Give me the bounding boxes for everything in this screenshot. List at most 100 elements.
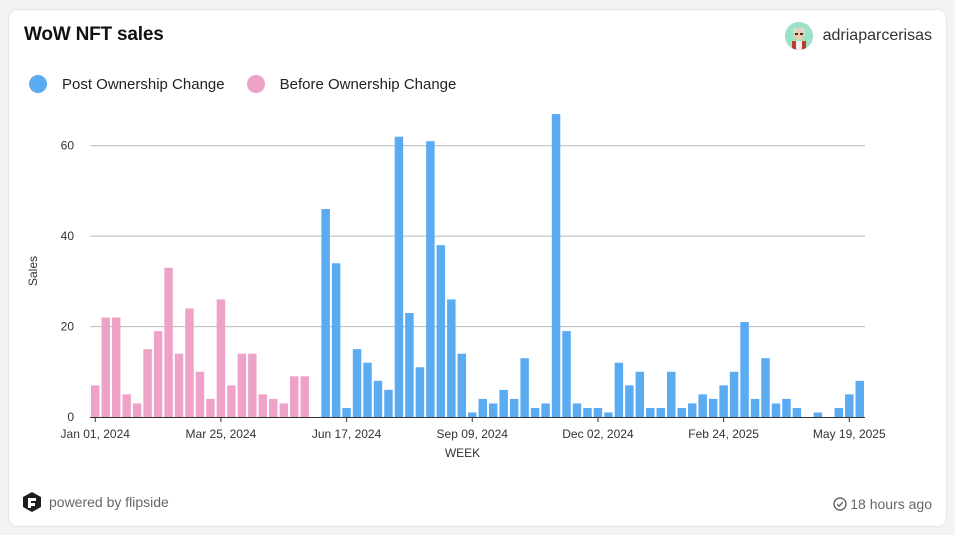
bar-post-2024-09-09[interactable] [468, 412, 477, 417]
bar-before-2024-05-20[interactable] [300, 376, 309, 417]
bar-before-2024-01-22[interactable] [122, 394, 131, 417]
bar-before-2024-05-06[interactable] [279, 403, 288, 417]
bar-post-2025-04-28[interactable] [813, 412, 823, 417]
powered-by-label: powered by flipside [49, 494, 169, 510]
bar-post-2024-08-12[interactable] [426, 141, 435, 417]
bar-before-2024-02-05[interactable] [143, 349, 152, 417]
chart-title: WoW NFT sales [24, 24, 164, 45]
bar-post-2024-10-21[interactable] [530, 407, 540, 417]
bar-post-2024-10-28[interactable] [541, 403, 550, 417]
y-tick-label-20: 20 [61, 320, 75, 334]
bar-post-2024-06-10[interactable] [331, 263, 341, 417]
x-tick-label-72: May 19, 2025 [813, 427, 886, 441]
x-tick-label-24: Jun 17, 2024 [312, 427, 382, 441]
bar-post-2025-02-24[interactable] [719, 385, 728, 417]
bar-before-2024-02-26[interactable] [174, 353, 184, 417]
bar-post-2024-07-29[interactable] [405, 313, 414, 417]
last-updated: 18 hours ago [833, 496, 932, 512]
last-updated-label: 18 hours ago [850, 496, 932, 512]
bar-before-2024-03-25[interactable] [216, 299, 226, 417]
bar-before-2024-01-01[interactable] [91, 385, 100, 417]
bar-post-2024-11-11[interactable] [562, 331, 571, 417]
bar-post-2025-05-19[interactable] [845, 394, 854, 417]
bar-post-2025-02-03[interactable] [687, 403, 697, 417]
bar-post-2025-03-31[interactable] [771, 403, 781, 417]
bar-post-2024-07-01[interactable] [363, 362, 372, 417]
legend-dot-before [246, 75, 265, 93]
bar-post-2024-10-14[interactable] [520, 358, 529, 417]
bar-post-2024-12-30[interactable] [635, 371, 645, 417]
bar-post-2024-08-05[interactable] [415, 367, 425, 417]
bar-post-2024-09-23[interactable] [488, 403, 498, 417]
bar-before-2024-02-12[interactable] [153, 331, 163, 417]
user-avatar[interactable] [784, 22, 813, 50]
bar-post-2025-02-17[interactable] [708, 398, 718, 417]
x-tick-label-0: Jan 01, 2024 [61, 427, 131, 441]
bar-chart: 0 20 40 60 Jan 01, 2024 Mar 25, 2024 Jun 17, 2… [26, 114, 886, 460]
bar-post-2025-01-06[interactable] [646, 407, 655, 417]
bar-post-2024-11-18[interactable] [572, 403, 582, 417]
bar-before-2024-04-22[interactable] [258, 394, 268, 417]
x-tick-label-12: Mar 25, 2024 [186, 427, 257, 441]
clock-check-icon [833, 497, 847, 511]
bar-post-2024-12-16[interactable] [614, 362, 624, 417]
chart-card: WoW NFT sales adriaparcerisas Post Owner… [8, 9, 947, 527]
bar-before-2024-01-08[interactable] [101, 317, 110, 417]
bar-before-2024-04-08[interactable] [237, 353, 247, 417]
y-tick-label-60: 60 [61, 139, 75, 153]
bar-post-2024-12-09[interactable] [604, 412, 613, 417]
bar-post-2024-11-04[interactable] [551, 114, 561, 417]
chart-legend: Post Ownership Change Before Ownership C… [29, 75, 478, 93]
bar-before-2024-01-15[interactable] [111, 317, 121, 417]
bar-before-2024-02-19[interactable] [164, 267, 173, 417]
bar-post-2025-03-03[interactable] [729, 371, 739, 417]
bar-before-2024-01-29[interactable] [132, 403, 142, 417]
bar-before-2024-04-29[interactable] [269, 398, 278, 417]
bar-before-2024-04-01[interactable] [227, 385, 236, 417]
bar-before-2024-04-15[interactable] [248, 353, 257, 417]
bar-post-2024-06-17[interactable] [342, 407, 351, 417]
y-tick-label-40: 40 [61, 229, 75, 243]
bar-post-2024-07-15[interactable] [384, 389, 393, 417]
bar-post-2025-04-07[interactable] [782, 398, 791, 417]
bar-post-2024-11-25[interactable] [583, 407, 592, 417]
bar-post-2025-03-17[interactable] [750, 398, 760, 417]
legend-item-before[interactable]: Before Ownership Change [246, 75, 457, 93]
bar-post-2024-09-02[interactable] [457, 353, 467, 417]
y-tick-label-0: 0 [67, 410, 74, 424]
bar-post-2025-03-10[interactable] [740, 322, 749, 417]
bar-post-2025-01-20[interactable] [667, 371, 676, 417]
bar-post-2025-01-27[interactable] [677, 407, 686, 417]
user-profile[interactable]: adriaparcerisas [784, 21, 932, 51]
bar-post-2024-06-24[interactable] [352, 349, 362, 417]
legend-label-post: Post Ownership Change [62, 75, 225, 93]
bar-post-2024-06-03[interactable] [321, 209, 330, 417]
bar-post-2025-05-12[interactable] [834, 407, 844, 417]
bar-before-2024-03-18[interactable] [206, 398, 215, 417]
bar-post-2024-10-07[interactable] [509, 398, 519, 417]
bar-before-2024-05-13[interactable] [289, 376, 299, 417]
bar-before-2024-03-04[interactable] [185, 308, 194, 417]
bar-post-2025-01-13[interactable] [656, 407, 666, 417]
bar-post-2025-04-14[interactable] [792, 407, 802, 417]
username[interactable]: adriaparcerisas [822, 27, 932, 44]
legend-dot-post [29, 75, 47, 93]
legend-item-post[interactable]: Post Ownership Change [29, 75, 225, 93]
bar-post-2025-03-24[interactable] [761, 358, 770, 417]
powered-by[interactable]: powered by flipside [23, 492, 169, 512]
x-tick-label-36: Sep 09, 2024 [437, 427, 509, 441]
bar-post-2025-02-10[interactable] [698, 394, 707, 417]
bar-post-2024-07-22[interactable] [394, 136, 404, 418]
flipside-logo-icon [23, 492, 41, 512]
bar-post-2024-09-30[interactable] [499, 389, 508, 417]
bar-post-2024-08-26[interactable] [447, 299, 456, 417]
bar-post-2025-05-26[interactable] [855, 380, 864, 417]
bar-post-2024-12-02[interactable] [593, 407, 603, 417]
bar-post-2024-07-08[interactable] [373, 380, 383, 417]
bar-post-2024-12-23[interactable] [625, 385, 634, 417]
x-tick-label-60: Feb 24, 2025 [688, 427, 759, 441]
legend-label-before: Before Ownership Change [279, 75, 457, 93]
bar-post-2024-09-16[interactable] [478, 398, 487, 417]
bar-post-2024-08-19[interactable] [436, 245, 446, 417]
bar-before-2024-03-11[interactable] [195, 371, 205, 417]
